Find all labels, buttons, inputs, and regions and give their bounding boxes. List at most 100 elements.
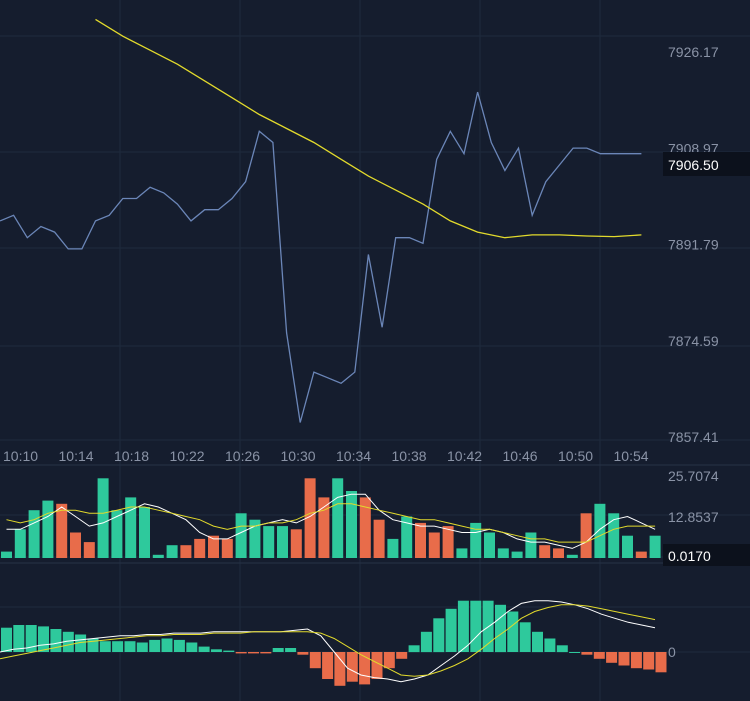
- volume-bar: [359, 497, 371, 558]
- volume-bar: [290, 529, 302, 558]
- time-tick-label: 10:22: [170, 448, 205, 464]
- macd-bar: [87, 638, 99, 652]
- time-tick-label: 10:34: [336, 448, 371, 464]
- macd-panel: [1, 600, 667, 686]
- volume-bar: [1, 551, 12, 558]
- macd-bar: [371, 652, 383, 679]
- macd-bar: [643, 652, 655, 670]
- macd-bar: [322, 652, 334, 679]
- macd-bar: [420, 631, 432, 653]
- macd-bar: [285, 648, 297, 652]
- volume-bar: [470, 522, 482, 558]
- macd-bar: [297, 652, 309, 655]
- volume-bar: [194, 538, 206, 558]
- volume-bar: [56, 503, 68, 558]
- macd-bar: [99, 641, 111, 652]
- volume-bar: [221, 538, 233, 558]
- volume-series-ma-yellow: [6, 503, 656, 543]
- macd-bar: [260, 652, 272, 654]
- volume-bar: [139, 507, 150, 558]
- macd-bar: [25, 625, 37, 652]
- macd-bar: [618, 652, 630, 666]
- macd-bar: [408, 645, 420, 653]
- macd-bar: [62, 631, 74, 653]
- macd-bar: [186, 642, 198, 652]
- volume-bar: [42, 500, 54, 558]
- macd-series-dif: [0, 600, 656, 683]
- macd-bar: [433, 618, 445, 653]
- macd-bar: [1, 627, 12, 652]
- volume-axis: 25.7074 12.8537: [668, 468, 719, 525]
- macd-bar: [495, 604, 506, 653]
- volume-bar: [456, 548, 468, 558]
- volume-bar: [166, 545, 178, 558]
- volume-bar: [318, 497, 330, 558]
- volume-tick-label: 25.7074: [668, 468, 719, 484]
- macd-bar: [248, 652, 259, 654]
- macd-bar: [149, 639, 161, 652]
- volume-bar: [125, 497, 137, 558]
- current-price-tag: 7906.50: [663, 152, 750, 176]
- macd-bar: [569, 652, 581, 653]
- volume-bar: [635, 551, 647, 558]
- macd-bar: [210, 649, 222, 652]
- macd-bar: [396, 652, 408, 659]
- time-tick-label: 10:14: [59, 448, 94, 464]
- volume-bar: [152, 554, 164, 558]
- volume-tick-label: 12.8537: [668, 509, 719, 525]
- volume-bar: [83, 542, 95, 558]
- volume-bar: [180, 545, 192, 558]
- volume-bar: [387, 538, 399, 558]
- macd-bar: [173, 639, 185, 652]
- time-tick-label: 10:18: [114, 448, 149, 464]
- macd-bar: [235, 652, 247, 654]
- volume-bar: [263, 526, 275, 558]
- macd-bar: [606, 652, 618, 663]
- macd-bar: [272, 648, 284, 652]
- price-tick-label: 7857.41: [668, 429, 719, 445]
- volume-bar: [511, 551, 523, 558]
- volume-bar: [622, 535, 633, 558]
- time-tick-label: 10:30: [281, 448, 316, 464]
- macd-bar: [124, 641, 136, 652]
- macd-bar: [457, 600, 469, 652]
- macd-bar: [593, 652, 605, 659]
- volume-bar: [235, 513, 247, 558]
- volume-bar: [539, 545, 551, 558]
- macd-lines: [0, 600, 656, 683]
- volume-bar: [566, 554, 578, 558]
- volume-bar: [553, 548, 564, 558]
- price-series-price: [0, 91, 642, 423]
- volume-bar: [28, 510, 40, 558]
- time-tick-label: 10:54: [614, 448, 649, 464]
- volume-bar: [525, 532, 537, 558]
- macd-bar: [383, 652, 395, 669]
- macd-bar: [445, 608, 457, 652]
- macd-bar: [581, 652, 593, 655]
- macd-series-dea: [0, 604, 656, 677]
- macd-bar: [223, 650, 235, 652]
- time-tick-label: 10:42: [447, 448, 482, 464]
- volume-bar: [249, 519, 261, 558]
- volume-bar: [649, 535, 661, 558]
- volume-bar: [373, 519, 385, 558]
- macd-bar: [544, 638, 556, 652]
- volume-bar: [428, 532, 440, 558]
- macd-bar: [50, 629, 62, 652]
- price-tick-label: 7891.79: [668, 237, 719, 253]
- macd-bar: [13, 625, 25, 652]
- volume-current-label: 0.0170: [668, 548, 711, 564]
- volume-series-ma-white: [6, 493, 656, 549]
- time-tick-label: 10:50: [558, 448, 593, 464]
- volume-bar: [497, 548, 509, 558]
- macd-bar: [112, 641, 124, 652]
- volume-bar: [415, 522, 426, 558]
- volume-bar: [70, 532, 81, 558]
- time-tick-label: 10:38: [392, 448, 427, 464]
- volume-current-tag: 0.0170: [663, 544, 750, 566]
- macd-bar: [655, 652, 667, 673]
- macd-bar: [309, 652, 321, 669]
- volume-bar: [401, 516, 413, 558]
